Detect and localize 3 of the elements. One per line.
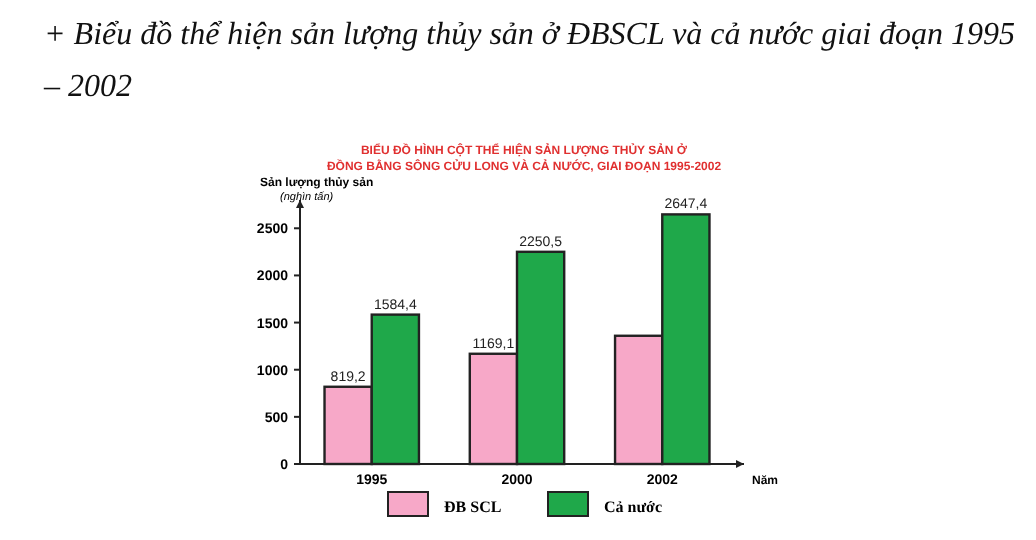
legend-label: Cả nước [604, 498, 663, 516]
chart-title: + Biểu đồ thể hiện sản lượng thủy sản ở ĐBSCL và cả nước giai đoạn 1995 – 2002 [42, 18, 1016, 104]
legend-label: ĐB SCL [444, 498, 502, 516]
